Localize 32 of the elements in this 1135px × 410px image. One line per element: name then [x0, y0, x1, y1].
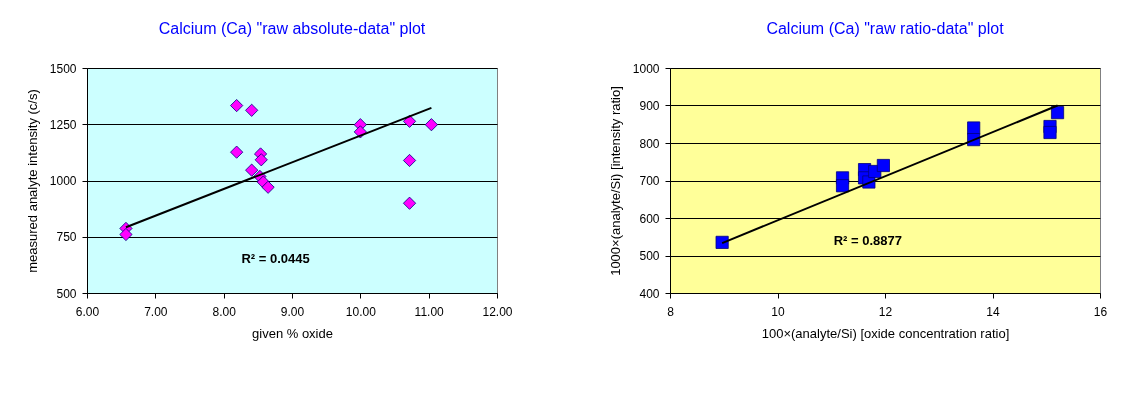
chart-title: Calcium (Ca) "raw absolute-data" plot [158, 20, 426, 37]
y-axis-title: measured analyte intensity (c/s) [24, 89, 40, 273]
x-tick-label: 12.00 [482, 304, 513, 319]
x-axis-title: 100×(analyte/Si) [oxide concentration ratio] [761, 325, 1010, 341]
x-tick-label: 16 [1093, 304, 1108, 319]
y-tick-label: 1000 [49, 174, 77, 188]
y-tick-label: 750 [56, 230, 77, 245]
y-tick-label: 700 [639, 174, 660, 188]
y-tick-label: 500 [639, 249, 660, 263]
y-tick-label: 600 [639, 211, 660, 226]
x-axis-title: given % oxide [252, 325, 333, 341]
x-tick-label: 12 [878, 304, 893, 319]
chart-title: Calcium (Ca) "raw ratio-data" plot [766, 20, 1005, 37]
x-tick-label: 9.00 [280, 304, 305, 319]
x-tick-label: 10.00 [345, 304, 377, 319]
x-tick-label: 14 [986, 304, 1000, 319]
x-tick-label: 7.00 [144, 304, 168, 319]
y-tick-label: 1250 [49, 117, 77, 132]
y-tick-label: 800 [639, 136, 660, 151]
x-tick-label: 8.00 [212, 304, 237, 319]
y-tick-label: 900 [639, 99, 660, 113]
x-tick-label: 6.00 [75, 304, 100, 319]
y-axis-title: 1000×(analyte/Si) [intensity ratio] [607, 86, 623, 276]
x-tick-label: 11.00 [414, 304, 445, 319]
y-tick-label: 1000 [632, 61, 660, 76]
annotation: R² = 0.0445 [241, 251, 310, 267]
x-tick-label: 10 [771, 304, 785, 319]
y-tick-label: 1500 [49, 61, 77, 76]
x-tick-label: 8 [667, 304, 675, 319]
y-tick-label: 500 [56, 286, 77, 301]
annotation: R² = 0.8877 [833, 233, 902, 249]
y-tick-label: 400 [639, 286, 660, 301]
